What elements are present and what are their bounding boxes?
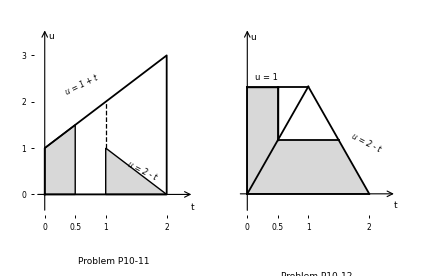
Text: u: u — [250, 33, 256, 42]
Polygon shape — [247, 87, 278, 194]
Text: u: u — [48, 32, 54, 41]
Polygon shape — [247, 140, 369, 194]
Text: t: t — [394, 201, 397, 210]
Text: u = 1: u = 1 — [254, 73, 278, 82]
Text: u = 2 - t: u = 2 - t — [350, 132, 382, 154]
Text: Problem P10-12: Problem P10-12 — [281, 272, 352, 276]
Text: Problem P10-11: Problem P10-11 — [78, 257, 150, 266]
Text: u = 1 + t: u = 1 + t — [64, 74, 99, 97]
Polygon shape — [45, 125, 75, 194]
Text: u = 2 - t: u = 2 - t — [126, 160, 158, 182]
Polygon shape — [106, 148, 167, 194]
Text: t: t — [191, 203, 195, 212]
